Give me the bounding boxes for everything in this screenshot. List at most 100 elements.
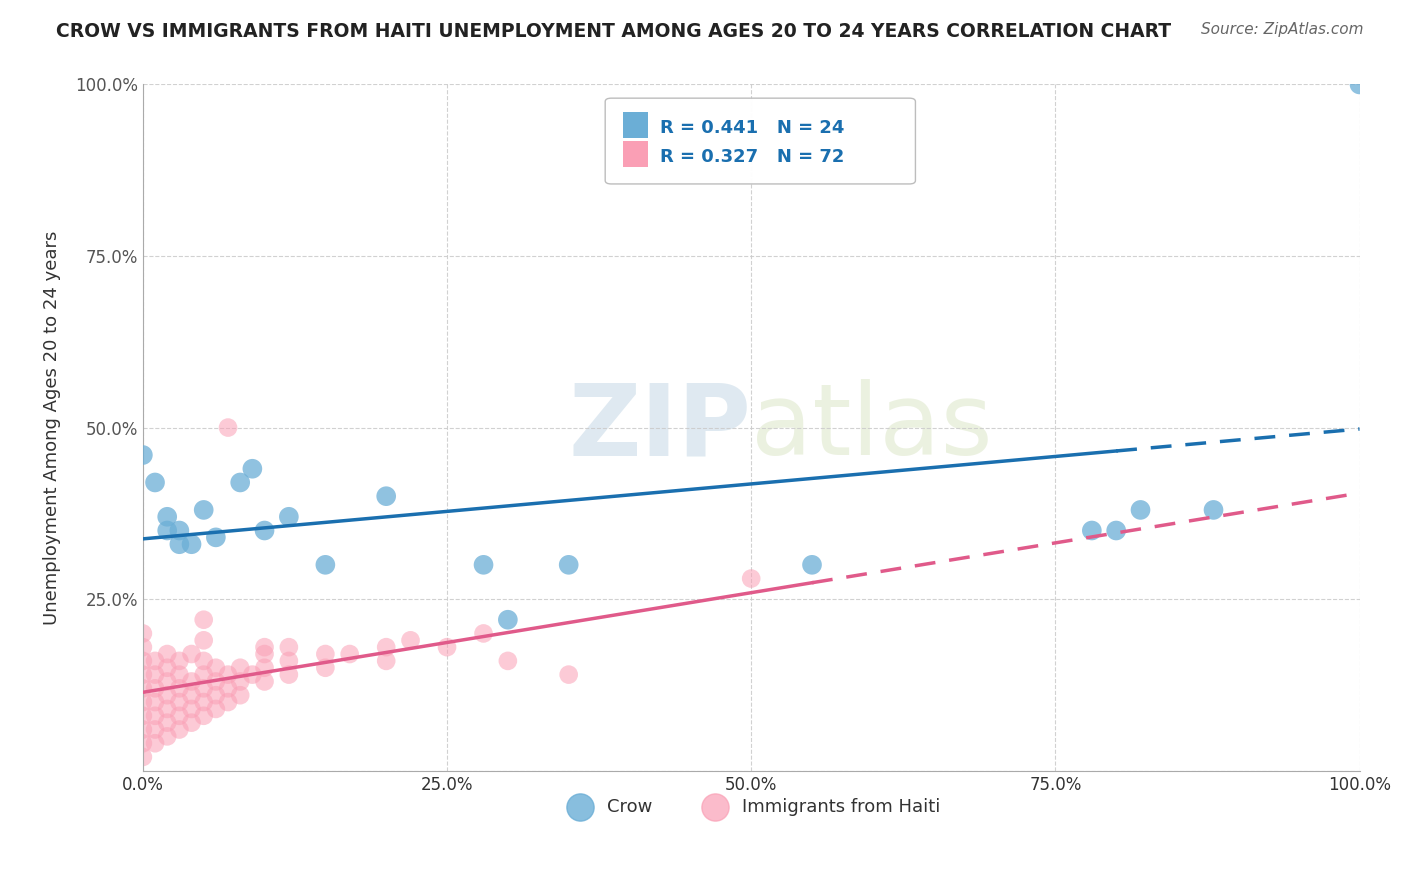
Point <box>169 708 191 723</box>
Point <box>253 674 276 689</box>
Point <box>193 633 215 648</box>
Point <box>169 695 191 709</box>
Point <box>557 667 579 681</box>
Point <box>339 647 361 661</box>
Point <box>169 723 191 737</box>
Point <box>217 420 239 434</box>
Point <box>1081 524 1104 538</box>
Point <box>132 667 155 681</box>
Point <box>253 640 276 655</box>
Point <box>156 524 179 538</box>
Point <box>169 524 191 538</box>
Point <box>169 537 191 551</box>
Text: atlas: atlas <box>751 379 993 476</box>
Point <box>314 558 336 572</box>
Point <box>205 702 228 716</box>
Point <box>229 475 252 490</box>
Y-axis label: Unemployment Among Ages 20 to 24 years: Unemployment Among Ages 20 to 24 years <box>44 230 60 624</box>
Point <box>132 695 155 709</box>
Point <box>193 681 215 696</box>
Point <box>143 667 166 681</box>
Point <box>193 708 215 723</box>
Point <box>229 674 252 689</box>
Point <box>217 667 239 681</box>
Point <box>205 688 228 702</box>
Point <box>375 654 398 668</box>
Text: CROW VS IMMIGRANTS FROM HAITI UNEMPLOYMENT AMONG AGES 20 TO 24 YEARS CORRELATION: CROW VS IMMIGRANTS FROM HAITI UNEMPLOYME… <box>56 22 1171 41</box>
Point <box>132 750 155 764</box>
Point <box>253 661 276 675</box>
Point <box>143 654 166 668</box>
Point <box>472 558 495 572</box>
Point <box>156 661 179 675</box>
Point <box>277 509 299 524</box>
Point <box>205 661 228 675</box>
Point <box>1129 503 1152 517</box>
Point <box>193 503 215 517</box>
Point <box>132 681 155 696</box>
Point <box>143 695 166 709</box>
Point <box>193 695 215 709</box>
FancyBboxPatch shape <box>623 142 648 168</box>
Point <box>132 736 155 750</box>
Point <box>180 537 202 551</box>
Point <box>240 461 263 475</box>
Point <box>436 640 458 655</box>
Point <box>205 674 228 689</box>
Point <box>277 667 299 681</box>
Point <box>193 613 215 627</box>
Point <box>1105 524 1128 538</box>
Point <box>253 647 276 661</box>
Point <box>205 530 228 544</box>
Point <box>375 640 398 655</box>
Point <box>169 667 191 681</box>
Point <box>193 667 215 681</box>
Point <box>277 640 299 655</box>
Point <box>496 613 519 627</box>
Point <box>180 688 202 702</box>
Point <box>132 626 155 640</box>
Point <box>143 708 166 723</box>
Point <box>557 558 579 572</box>
Text: Source: ZipAtlas.com: Source: ZipAtlas.com <box>1201 22 1364 37</box>
Point <box>217 695 239 709</box>
Point <box>156 674 179 689</box>
Point <box>1202 503 1225 517</box>
Point <box>156 509 179 524</box>
Point <box>132 654 155 668</box>
Point <box>156 647 179 661</box>
Point <box>277 654 299 668</box>
Point <box>143 723 166 737</box>
Point <box>1348 78 1371 92</box>
FancyBboxPatch shape <box>623 112 648 138</box>
Point <box>143 475 166 490</box>
Point <box>180 674 202 689</box>
Point <box>156 702 179 716</box>
Point <box>169 681 191 696</box>
Legend: Crow, Immigrants from Haiti: Crow, Immigrants from Haiti <box>554 791 948 823</box>
Point <box>180 715 202 730</box>
Point <box>132 708 155 723</box>
Point <box>240 667 263 681</box>
Point <box>156 715 179 730</box>
Point <box>180 647 202 661</box>
Point <box>314 647 336 661</box>
Point <box>132 448 155 462</box>
Point <box>143 736 166 750</box>
Point <box>399 633 422 648</box>
Point <box>229 661 252 675</box>
Point <box>229 688 252 702</box>
Point <box>156 688 179 702</box>
Point <box>375 489 398 503</box>
Point <box>496 654 519 668</box>
Point <box>132 723 155 737</box>
Point <box>740 572 762 586</box>
Point <box>193 654 215 668</box>
Text: R = 0.327   N = 72: R = 0.327 N = 72 <box>659 148 845 166</box>
Point <box>132 640 155 655</box>
Text: ZIP: ZIP <box>568 379 751 476</box>
Point <box>156 730 179 744</box>
Point <box>472 626 495 640</box>
Point <box>801 558 824 572</box>
Point <box>253 524 276 538</box>
